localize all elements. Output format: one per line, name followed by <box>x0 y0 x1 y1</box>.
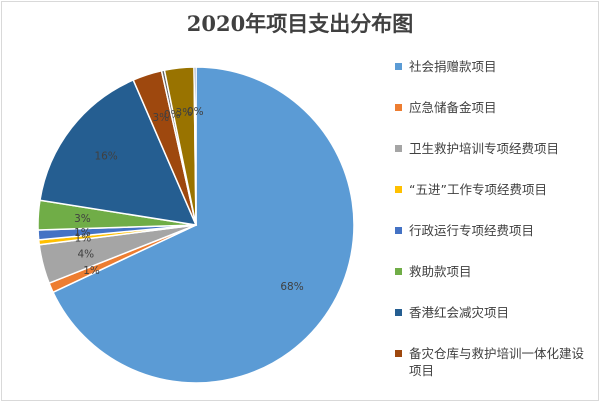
legend-label: 救助款项目 <box>409 264 472 279</box>
slice-data-label-9: 3% <box>176 107 193 119</box>
pie-slice-6 <box>39 79 198 226</box>
legend-label: 香港红会减灾项目 <box>409 305 510 320</box>
legend-item: 应急储备金项目 <box>395 99 595 140</box>
legend-item: 救助款项目 <box>395 263 595 304</box>
slice-data-label-3: 1% <box>75 232 92 244</box>
slice-data-label-2: 4% <box>77 248 94 260</box>
legend-swatch <box>395 309 402 316</box>
legend-swatch <box>395 104 402 111</box>
legend-item: 行政运行专项经费项目 <box>395 222 595 263</box>
slice-data-label-0: 68% <box>280 281 303 293</box>
legend-label: 行政运行专项经费项目 <box>409 223 535 238</box>
pie-slice-0 <box>52 66 355 384</box>
pie-slice-10 <box>193 66 197 226</box>
slice-data-label-8: 0% <box>164 109 181 121</box>
legend-item: 社会捐赠款项目 <box>395 58 595 99</box>
slice-data-label-6: 16% <box>94 150 117 162</box>
legend-label: 卫生救护培训专项经费项目 <box>409 141 560 156</box>
legend-label: 社会捐赠款项目 <box>409 59 497 74</box>
legend-swatch <box>395 227 402 234</box>
legend: 社会捐赠款项目 应急储备金项目卫生救护培训专项经费项目 “五进”工作专项经费项目 行政… <box>395 58 595 386</box>
legend-item: “五进”工作专项经费项目 <box>395 181 595 222</box>
legend-item: 香港红会减灾项目 <box>395 304 595 345</box>
legend-label: 备灾仓库与救护培训一体化建设项目 <box>409 346 585 378</box>
slice-data-label-10: 0% <box>187 106 204 118</box>
slice-data-label-7: 3% <box>153 112 170 124</box>
legend-item: 备灾仓库与救护培训一体化建设项目 <box>395 345 595 386</box>
slice-data-label-1: 1% <box>83 265 100 277</box>
slice-data-label-5: 3% <box>74 213 91 225</box>
slice-data-label-4: 1% <box>74 227 91 239</box>
chart-title: 2020年项目支出分布图 <box>186 11 414 36</box>
legend-swatch <box>395 186 402 193</box>
legend-label: “五进”工作专项经费项目 <box>409 182 547 197</box>
legend-swatch <box>395 145 402 152</box>
legend-item: 卫生救护培训专项经费项目 <box>395 140 595 181</box>
legend-swatch <box>395 350 402 357</box>
legend-label: 应急储备金项目 <box>409 100 497 115</box>
legend-swatch <box>395 268 402 275</box>
legend-swatch <box>395 63 402 70</box>
